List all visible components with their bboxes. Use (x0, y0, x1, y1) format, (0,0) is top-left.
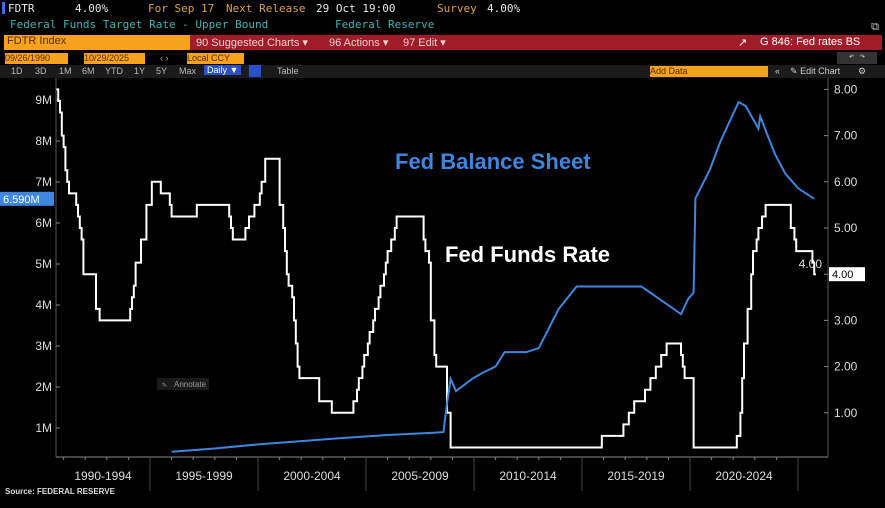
x-tick-label: 2005-2009 (391, 469, 449, 483)
balance-sheet-annotation: Fed Balance Sheet (395, 149, 591, 174)
currency-select[interactable]: Local CCY (187, 53, 244, 64)
period-ytd[interactable]: YTD (105, 66, 123, 76)
period-max[interactable]: Max (179, 66, 197, 76)
toolbar (4, 35, 882, 50)
survey-label: Survey (437, 2, 477, 15)
frequency-select[interactable]: Daily ▼ (204, 65, 242, 75)
next-release-label: Next Release (226, 2, 306, 15)
x-tick-label: 2020-2024 (715, 469, 773, 483)
rate-last-value: 4.00 (832, 269, 853, 281)
security-field[interactable]: FDTR Index (4, 35, 190, 50)
right-tick-label: 4.00 (799, 257, 823, 271)
x-tick-label: 2010-2014 (499, 469, 557, 483)
end-date-field[interactable]: 10/29/2025 (84, 53, 145, 64)
period-1m[interactable]: 1M (59, 66, 72, 76)
popout-icon[interactable]: ⧉ (871, 20, 879, 33)
line-chart-icon[interactable] (249, 65, 261, 77)
right-tick-label: 3.00 (834, 313, 858, 327)
for-date: For Sep 17 (148, 2, 215, 15)
balance-sheet-line (171, 100, 815, 453)
period-1d[interactable]: 1D (11, 66, 23, 76)
edit-menu[interactable]: 97 Edit ▾ (403, 37, 446, 49)
left-tick-label: 4M (35, 298, 52, 312)
balance-last-value: 6.590M (3, 194, 40, 206)
header-value: 4.00% (75, 2, 109, 15)
balance-last-value-badge (0, 191, 54, 206)
chart-source: Source: FEDERAL RESERVE (5, 487, 115, 496)
x-tick-label: 1990-1994 (74, 469, 132, 483)
left-tick-label: 3M (35, 339, 52, 353)
rate-last-value-badge (829, 267, 865, 282)
chart: 1990-1994 1995-1999 2000-2004 2005-2009 2010… (0, 78, 865, 491)
left-tick-label: 7M (35, 175, 52, 189)
x-tick-label: 1995-1999 (175, 469, 233, 483)
annotate-label[interactable]: Annotate (174, 380, 207, 389)
add-data-field[interactable]: Add Data (650, 66, 768, 77)
next-release-date: 29 Oct 19:00 (316, 2, 396, 15)
source-org: Federal Reserve (335, 18, 435, 31)
left-tick-label: 1M (35, 421, 52, 435)
start-date-field[interactable]: 09/26/1990 (5, 53, 68, 64)
period-6m[interactable]: 6M (82, 66, 95, 76)
period-1y[interactable]: 1Y (134, 66, 146, 76)
x-tick-label: 2000-2004 (283, 469, 341, 483)
x-tick-label: 2015-2019 (607, 469, 665, 483)
right-tick-label: 2.00 (834, 360, 858, 374)
edit-chart-button: ✎ Edit Chart (790, 66, 841, 76)
survey-value: 4.00% (487, 2, 521, 15)
left-tick-label: 5M (35, 257, 52, 271)
chart-name: G 846: Fed rates BS (760, 36, 861, 48)
right-tick-label: 1.00 (834, 406, 858, 420)
suggested-charts-menu[interactable]: 90 Suggested Charts ▾ (196, 37, 308, 49)
pencil-icon: ✎ (790, 66, 798, 76)
actions-menu[interactable]: 96 Actions ▾ (329, 37, 389, 49)
period-3d[interactable]: 3D (35, 66, 47, 76)
left-tick-label: 8M (35, 134, 52, 148)
right-tick-label: 7.00 (834, 129, 858, 143)
left-tick-label: 6M (35, 216, 52, 230)
prev-next-arrows[interactable]: ‹ › (160, 53, 169, 63)
funds-rate-annotation: Fed Funds Rate (445, 242, 610, 267)
description: Federal Funds Target Rate - Upper Bound (10, 18, 269, 31)
external-link-icon[interactable]: ↗ (738, 37, 748, 49)
ticker-marker (2, 2, 5, 14)
ticker: FDTR (8, 2, 35, 15)
right-tick-label: 5.00 (834, 221, 858, 235)
settings-icon[interactable]: ⚙ (858, 66, 867, 76)
undo-redo-icon[interactable]: ↶ ↷ (837, 52, 877, 64)
collapse-icon[interactable]: « (775, 66, 781, 76)
period-5y[interactable]: 5Y (156, 66, 168, 76)
annotate-button[interactable] (157, 378, 209, 390)
annotate-pencil-icon: ✎ (162, 380, 167, 389)
right-tick-label: 6.00 (834, 175, 858, 189)
left-tick-label: 9M (35, 93, 52, 107)
right-tick-label: 8.00 (834, 82, 858, 96)
table-button[interactable]: Table (277, 66, 299, 76)
left-tick-label: 2M (35, 380, 52, 394)
fed-funds-rate-line (56, 88, 816, 449)
